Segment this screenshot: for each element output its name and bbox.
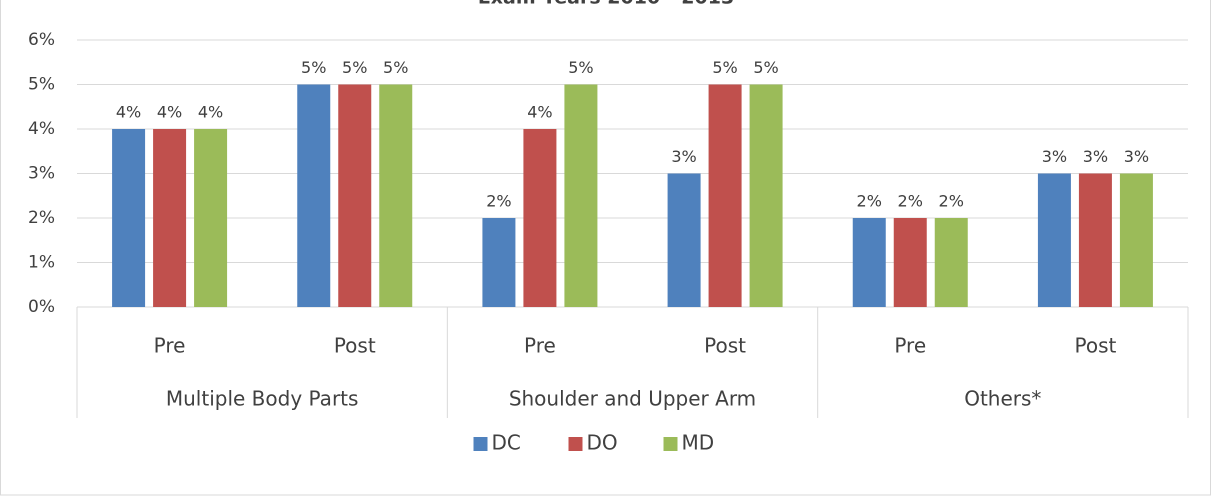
data-label: 2% bbox=[486, 192, 511, 211]
legend-swatch bbox=[663, 437, 678, 451]
data-label: 5% bbox=[712, 58, 737, 77]
data-label: 2% bbox=[898, 192, 923, 211]
x-tick-label: Pre bbox=[154, 334, 186, 358]
bar bbox=[1037, 173, 1071, 307]
data-label: 5% bbox=[753, 58, 778, 77]
bar bbox=[482, 218, 516, 307]
bar bbox=[893, 218, 927, 307]
x-tick-label: Post bbox=[1074, 334, 1116, 358]
bar bbox=[112, 129, 146, 307]
bar bbox=[852, 218, 886, 307]
data-label: 4% bbox=[116, 103, 141, 122]
legend-swatch bbox=[473, 437, 488, 451]
data-label: 4% bbox=[157, 103, 182, 122]
data-label: 2% bbox=[857, 192, 882, 211]
data-label: 5% bbox=[383, 58, 408, 77]
y-tick-label: 3% bbox=[28, 164, 55, 184]
data-label: 5% bbox=[568, 58, 593, 77]
bar bbox=[297, 84, 331, 307]
data-label: 5% bbox=[301, 58, 326, 77]
x-tick-label: Post bbox=[704, 334, 746, 358]
legend-label: DC bbox=[492, 431, 521, 455]
data-label: 3% bbox=[1124, 147, 1149, 166]
bar bbox=[667, 173, 701, 307]
x-tick-label: Post bbox=[334, 334, 376, 358]
bar bbox=[708, 84, 742, 307]
data-label: 5% bbox=[342, 58, 367, 77]
bar bbox=[338, 84, 372, 307]
data-label: 2% bbox=[939, 192, 964, 211]
bar bbox=[564, 84, 598, 307]
bar bbox=[934, 218, 968, 307]
group-label: Shoulder and Upper Arm bbox=[509, 387, 756, 411]
data-label: 3% bbox=[1042, 147, 1067, 166]
data-label: 3% bbox=[671, 147, 696, 166]
data-label: 3% bbox=[1083, 147, 1108, 166]
legend-label: MD bbox=[682, 431, 715, 455]
bar bbox=[1119, 173, 1153, 307]
x-tick-label: Pre bbox=[524, 334, 556, 358]
bar bbox=[1078, 173, 1112, 307]
bar bbox=[749, 84, 783, 307]
bar bbox=[153, 129, 187, 307]
legend-label: DO bbox=[587, 431, 618, 455]
y-tick-label: 0% bbox=[28, 297, 55, 317]
data-label: 4% bbox=[198, 103, 223, 122]
group-label: Multiple Body Parts bbox=[166, 387, 359, 411]
x-tick-label: Pre bbox=[894, 334, 926, 358]
chart-title: Exam Years 2010 - 2013 bbox=[478, 0, 734, 9]
y-tick-label: 4% bbox=[28, 119, 55, 139]
bar bbox=[194, 129, 228, 307]
bar bbox=[523, 129, 557, 307]
y-tick-label: 5% bbox=[28, 75, 55, 95]
y-tick-label: 1% bbox=[28, 253, 55, 273]
y-tick-label: 6% bbox=[28, 30, 55, 50]
y-tick-label: 2% bbox=[28, 208, 55, 228]
group-label: Others* bbox=[964, 387, 1041, 411]
bar bbox=[379, 84, 413, 307]
data-label: 4% bbox=[527, 103, 552, 122]
legend-swatch bbox=[568, 437, 583, 451]
